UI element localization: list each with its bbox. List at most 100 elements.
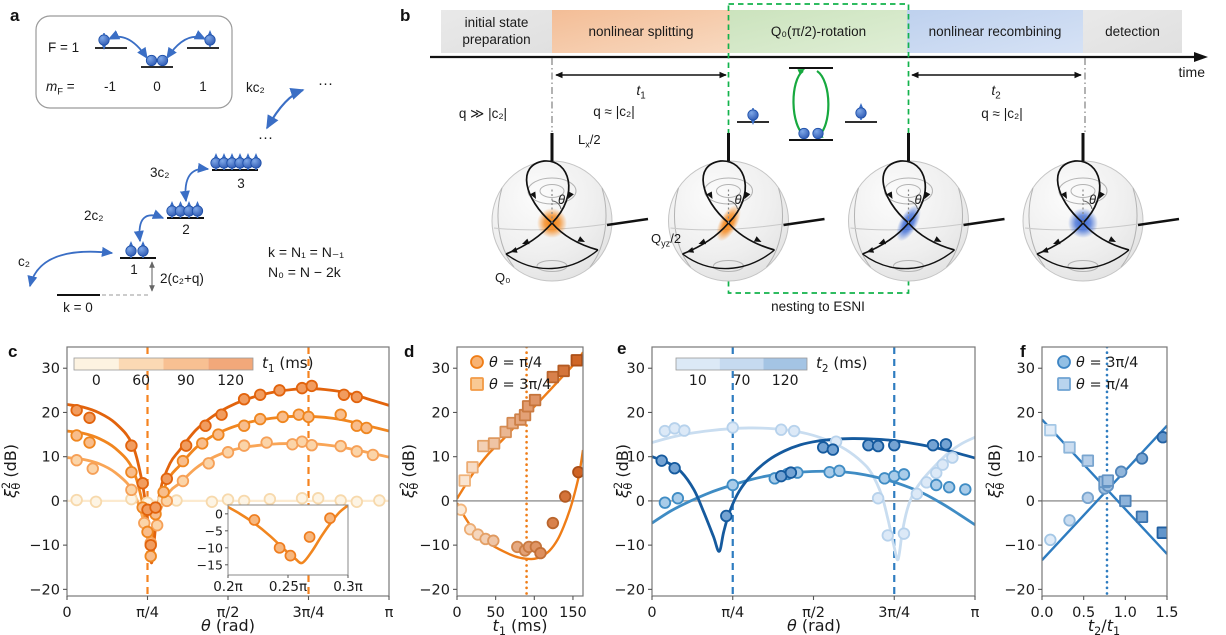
legend-label: θ = 3π/4 bbox=[1076, 355, 1138, 371]
data-point bbox=[237, 392, 251, 406]
colorbar-tick-label: 10 bbox=[689, 373, 707, 389]
data-point bbox=[888, 469, 901, 483]
data-point bbox=[125, 465, 138, 479]
y-tick-label: 10 bbox=[42, 450, 60, 466]
data-point bbox=[311, 492, 325, 505]
y-axis-label: ξ2θ (dB) bbox=[612, 444, 635, 499]
y-tick-label: 0 bbox=[636, 494, 645, 510]
stage-label: nonlinear splitting bbox=[588, 24, 693, 39]
atom bbox=[166, 201, 178, 218]
arrowhead bbox=[530, 191, 536, 199]
atom bbox=[137, 241, 149, 258]
y-tick-label: −20 bbox=[29, 582, 60, 598]
t2-duration-label: t2 bbox=[991, 82, 1000, 102]
colorbar-legend: 0 60 90 120 t1 (ms) bbox=[73, 354, 313, 389]
series-points-0 bbox=[458, 354, 583, 487]
atom bbox=[812, 127, 824, 140]
phase-space-sphere-0: θ bbox=[491, 133, 649, 282]
atom bbox=[125, 241, 137, 258]
y-tick-label: 30 bbox=[42, 361, 60, 377]
x-tick-label: 100 bbox=[520, 605, 548, 621]
data-point bbox=[295, 492, 309, 505]
arrowhead bbox=[253, 153, 259, 158]
y-tick-label: −20 bbox=[1004, 582, 1035, 598]
mf-value: 1 bbox=[199, 79, 207, 94]
data-point bbox=[784, 466, 798, 479]
x-tick-label: 0 bbox=[452, 605, 461, 621]
data-point bbox=[1114, 465, 1128, 478]
series-points-3 bbox=[70, 379, 364, 552]
data-point bbox=[202, 457, 215, 470]
data-point bbox=[89, 495, 103, 508]
mf-value: -1 bbox=[104, 79, 116, 94]
colorbar-tick-label: 120 bbox=[772, 373, 799, 389]
data-point bbox=[888, 438, 901, 452]
arrowhead bbox=[229, 153, 235, 158]
data-point bbox=[871, 492, 885, 505]
y-tick-label: −20 bbox=[614, 582, 645, 598]
stage-label: initial state bbox=[465, 15, 529, 30]
inset-data-point bbox=[324, 512, 336, 525]
data-point bbox=[350, 495, 364, 508]
series-curve-1 bbox=[652, 469, 975, 526]
x-tick-label: 0.0 bbox=[1030, 605, 1053, 621]
colorbar-legend: 10 70 120 t2 (ms) bbox=[675, 354, 867, 389]
arrowhead bbox=[753, 236, 762, 242]
x-tick-label: 3π/4 bbox=[878, 605, 910, 621]
y-tick-label: 30 bbox=[1017, 361, 1035, 377]
x-tick-label: 150 bbox=[559, 605, 587, 621]
x-tick-label: 1.0 bbox=[1114, 605, 1137, 621]
theta-angle-label: θ bbox=[558, 192, 565, 207]
data-point bbox=[350, 445, 364, 458]
data-point bbox=[260, 436, 273, 449]
legend-entry-0: θ = 3π/4 bbox=[1057, 355, 1138, 371]
data-point bbox=[1063, 441, 1076, 454]
n0-definition: N₀ = N − 2k bbox=[268, 264, 342, 280]
gap-label: 2(c₂+q) bbox=[160, 271, 204, 286]
x-axis-label: θ (rad) bbox=[201, 616, 255, 635]
qyz-axis-label: Qyz/2 bbox=[651, 231, 681, 248]
data-point bbox=[1135, 510, 1149, 524]
y-tick-label: 20 bbox=[1017, 405, 1035, 421]
arrowhead bbox=[878, 238, 887, 245]
data-point bbox=[572, 465, 583, 479]
y-tick-label: −10 bbox=[614, 538, 645, 554]
plot-area bbox=[67, 347, 389, 596]
data-point bbox=[237, 439, 251, 452]
stage-box-3: nonlinear recombining bbox=[907, 10, 1083, 53]
panel-label-d: d bbox=[404, 342, 415, 361]
data-point bbox=[366, 448, 380, 462]
arrowhead bbox=[933, 236, 942, 242]
data-point bbox=[466, 461, 479, 474]
stage-box-1: nonlinear splitting bbox=[552, 10, 730, 53]
arrowhead bbox=[706, 191, 713, 199]
panel-label-a: a bbox=[10, 6, 20, 25]
atom bbox=[218, 153, 230, 170]
data-point bbox=[221, 493, 235, 506]
data-point bbox=[1101, 474, 1115, 487]
data-point bbox=[1044, 423, 1057, 437]
spin-mixing-inset-box bbox=[35, 15, 233, 109]
data-point bbox=[477, 439, 490, 453]
data-point bbox=[936, 458, 949, 471]
data-point bbox=[70, 454, 83, 467]
data-point bbox=[1063, 514, 1076, 527]
data-point bbox=[86, 462, 99, 475]
x-tick-label: π/4 bbox=[136, 605, 159, 621]
data-point bbox=[881, 529, 894, 542]
ellipsis: ··· bbox=[258, 129, 273, 146]
inset-y-tick: −10 bbox=[197, 540, 223, 555]
data-point bbox=[897, 468, 911, 481]
data-point bbox=[70, 404, 83, 417]
y-tick-label: 0 bbox=[51, 494, 60, 510]
panel-label-b: b bbox=[400, 6, 411, 25]
y-tick-label: −20 bbox=[419, 582, 450, 598]
data-point bbox=[833, 464, 846, 478]
data-point bbox=[457, 503, 468, 516]
arrowhead bbox=[178, 201, 183, 206]
stage-label: preparation bbox=[462, 32, 530, 47]
data-point bbox=[871, 439, 885, 453]
arrowhead bbox=[1061, 191, 1067, 199]
phase-space-sphere-1: θ bbox=[668, 133, 825, 282]
